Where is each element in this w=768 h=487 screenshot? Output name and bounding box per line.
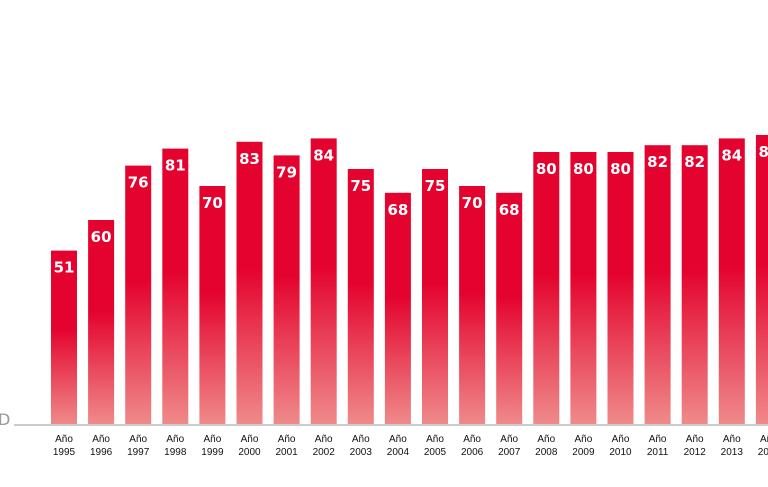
bar-value-label: 75 [425, 177, 446, 195]
bar-año-2004 [384, 192, 411, 424]
bar-value-label: 76 [128, 174, 149, 192]
bar-value-label: 85 [758, 143, 768, 161]
bar-value-label: 51 [54, 259, 75, 277]
bar-año-2011 [644, 145, 671, 424]
y-axis-label-fragment: D [0, 410, 10, 429]
x-tick-label-year: 2005 [424, 447, 447, 458]
bar-año-2014 [755, 135, 768, 424]
bar-año-2007 [496, 192, 523, 424]
x-tick-label-prefix: Año [278, 434, 296, 445]
bar-value-label: 80 [536, 160, 557, 178]
bar-value-label: 70 [462, 194, 483, 212]
bar-año-1997 [125, 165, 152, 424]
x-tick-label-prefix: Año [575, 434, 593, 445]
x-tick-label-year: 2013 [721, 447, 744, 458]
x-tick-label-prefix: Año [241, 434, 259, 445]
bar-año-2003 [347, 169, 374, 424]
x-tick-label-prefix: Año [55, 434, 73, 445]
x-tick-label-prefix: Año [166, 434, 184, 445]
bar-value-label: 68 [499, 201, 520, 219]
x-tick-label-year: 1997 [127, 447, 150, 458]
bar-value-label: 84 [313, 146, 334, 164]
bar-año-1996 [88, 220, 115, 424]
bar-año-2009 [570, 152, 597, 424]
x-tick-label-prefix: Año [204, 434, 222, 445]
x-tick-label-year: 2007 [498, 447, 521, 458]
x-tick-label-year: 2002 [313, 447, 336, 458]
x-tick-label-prefix: Año [537, 434, 555, 445]
x-tick-label-prefix: Año [352, 434, 370, 445]
x-tick-label-year: 2000 [238, 447, 261, 458]
x-tick-label-prefix: Año [686, 434, 704, 445]
x-tick-label-prefix: Año [426, 434, 444, 445]
x-tick-label-prefix: Año [612, 434, 630, 445]
bar-value-label: 80 [573, 160, 594, 178]
bar-año-2013 [718, 138, 745, 424]
bar-año-2012 [681, 145, 708, 424]
bar-año-2008 [533, 152, 560, 424]
x-tick-label-year: 2004 [387, 447, 410, 458]
bar-value-label: 79 [276, 163, 297, 181]
x-tick-label-year: 2010 [609, 447, 632, 458]
x-tick-label-year: 1996 [90, 447, 113, 458]
x-tick-label-year: 2011 [647, 447, 669, 458]
bar-año-1999 [199, 186, 226, 424]
x-tick-label-year: 2014 [758, 447, 768, 458]
x-tick-label-year: 2006 [461, 447, 484, 458]
bar-año-2006 [459, 186, 486, 424]
x-tick-label-year: 1995 [53, 447, 76, 458]
x-tick-label-year: 2001 [275, 447, 298, 458]
bar-value-label: 70 [202, 194, 223, 212]
x-tick-label-prefix: Año [723, 434, 741, 445]
bar-value-label: 75 [350, 177, 371, 195]
x-tick-label-prefix: Año [92, 434, 110, 445]
bar-año-1995 [51, 250, 77, 424]
bar-value-label: 81 [165, 157, 186, 175]
x-tick-labels: Año 1995 Año 1996 Año 1997 Año 1998 Año 1999 Año 20… [53, 434, 768, 458]
x-tick-label-prefix: Año [500, 434, 518, 445]
x-tick-label-prefix: Año [463, 434, 481, 445]
bar-año-2002 [310, 138, 337, 424]
bar-value-label: 80 [610, 160, 631, 178]
x-tick-label-prefix: Año [760, 434, 768, 445]
bar-año-1998 [162, 148, 189, 424]
bar-año-2000 [236, 141, 263, 425]
x-tick-label-prefix: Año [649, 434, 667, 445]
bar-año-2005 [422, 169, 448, 424]
x-tick-label-prefix: Año [315, 434, 333, 445]
bar-value-label: 60 [91, 228, 112, 246]
x-tick-label-year: 2012 [684, 447, 707, 458]
x-tick-label-year: 2009 [572, 447, 595, 458]
x-tick-label-year: 2003 [350, 447, 373, 458]
x-tick-label-year: 1998 [164, 447, 187, 458]
x-tick-label-year: 1999 [201, 447, 224, 458]
bar-value-label: 82 [684, 153, 705, 171]
x-tick-label-year: 2008 [535, 447, 558, 458]
bar-año-2010 [607, 152, 634, 424]
bar-año-2001 [273, 155, 300, 424]
x-tick-label-prefix: Año [129, 434, 147, 445]
x-tick-label-prefix: Año [389, 434, 407, 445]
bar-value-label: 82 [647, 153, 668, 171]
bar-value-label: 84 [721, 146, 742, 164]
bars-layer: 51 60 76 81 70 83 79 84 75 68 75 70 68 80 80 80 82 82 84 85 [51, 135, 768, 425]
bar-value-label: 83 [239, 150, 260, 168]
bar-value-label: 68 [387, 201, 408, 219]
